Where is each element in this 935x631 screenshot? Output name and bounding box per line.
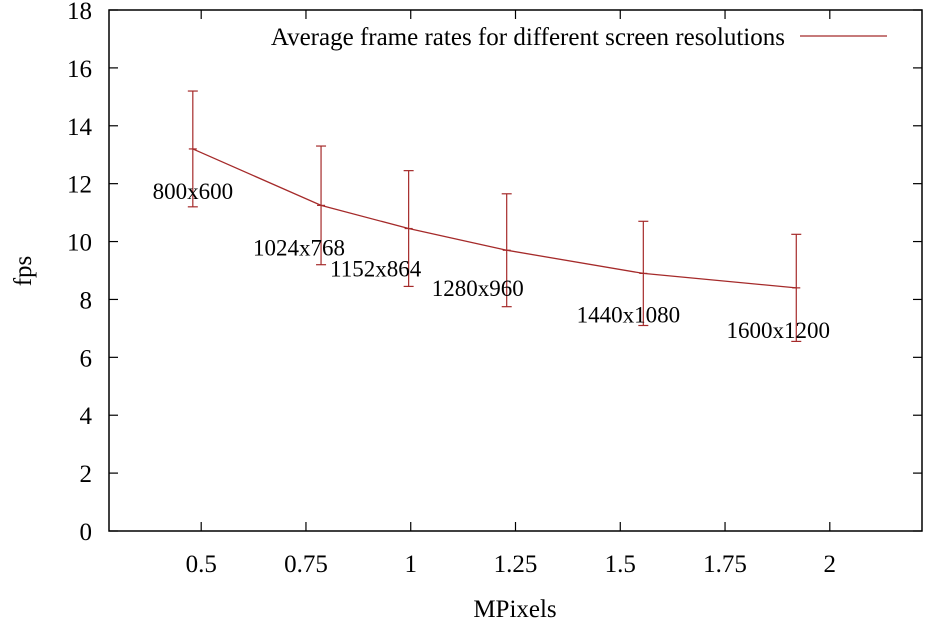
y-tick-label: 14 <box>67 114 93 141</box>
data-point: 1440x1080 <box>577 220 681 327</box>
y-axis: 0 2 4 6 8 10 12 14 16 18 <box>67 0 922 546</box>
data-point: 1600x1200 <box>727 233 831 343</box>
x-tick-label: 1.5 <box>605 551 636 578</box>
x-tick-label: 0.75 <box>284 551 328 578</box>
y-tick-label: 6 <box>80 345 93 372</box>
series-line <box>192 148 797 289</box>
point-label: 1152x864 <box>330 257 422 282</box>
data-point: 1024x768 <box>253 145 345 266</box>
data-point: 1280x960 <box>432 193 524 308</box>
legend-label: Average frame rates for different screen… <box>271 24 785 51</box>
y-tick-label: 8 <box>80 287 93 314</box>
y-tick-label: 12 <box>67 172 92 199</box>
data-point: 800x600 <box>153 90 234 208</box>
data-point: 1152x864 <box>330 170 422 288</box>
point-label: 800x600 <box>153 179 234 204</box>
x-tick-label: 1.75 <box>703 551 747 578</box>
y-tick-label: 10 <box>67 230 92 257</box>
x-tick-label: 0.5 <box>186 551 217 578</box>
x-axis-label: MPixels <box>473 596 556 623</box>
x-tick-label: 2 <box>824 551 837 578</box>
point-label: 1024x768 <box>253 235 345 260</box>
y-tick-label: 16 <box>67 56 92 83</box>
y-tick-label: 4 <box>80 403 93 430</box>
x-tick-label: 1.25 <box>494 551 538 578</box>
plot-frame <box>108 9 923 532</box>
point-label: 1440x1080 <box>577 302 681 327</box>
y-tick-label: 2 <box>80 461 93 488</box>
x-axis: 0.5 0.75 1 1.25 1.5 1.75 2 <box>186 10 836 578</box>
x-tick-label: 1 <box>404 551 417 578</box>
legend: Average frame rates for different screen… <box>271 24 887 51</box>
point-label: 1600x1200 <box>727 318 831 343</box>
y-tick-label: 18 <box>67 0 92 25</box>
point-label: 1280x960 <box>432 276 524 301</box>
y-tick-label: 0 <box>80 519 93 546</box>
y-axis-label: fps <box>10 256 37 287</box>
